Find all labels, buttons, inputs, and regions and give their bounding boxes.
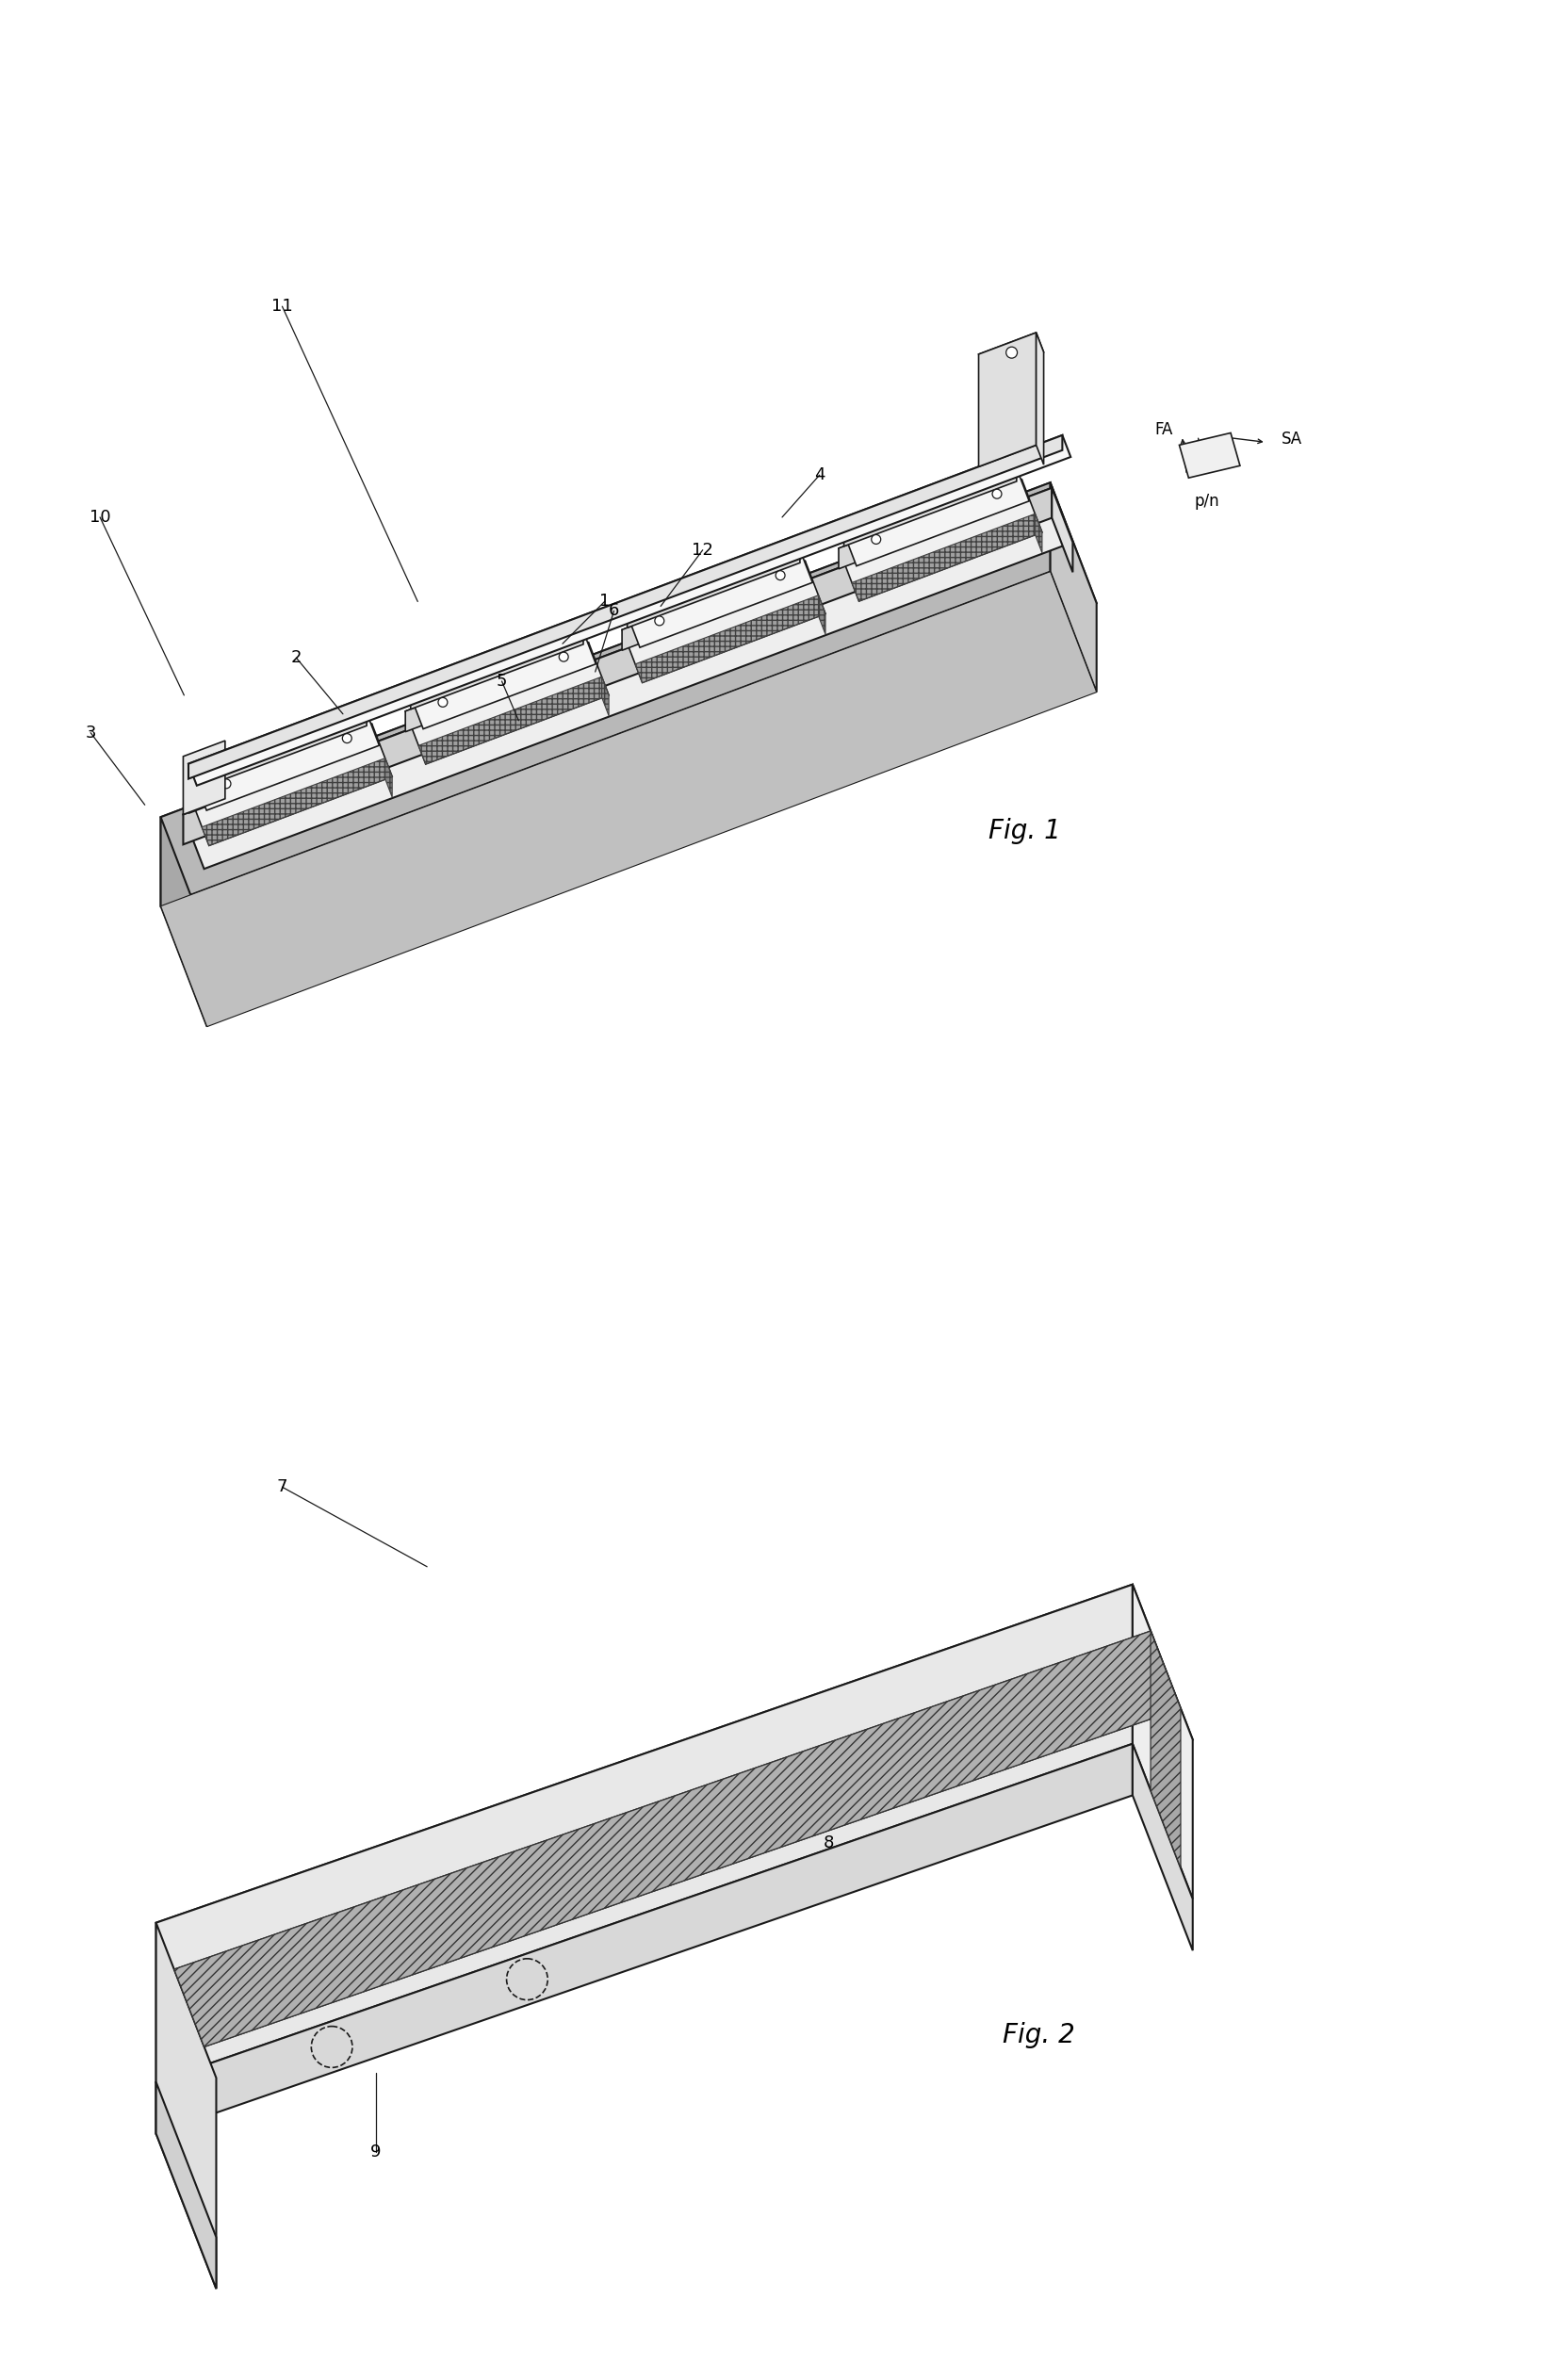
Text: SA: SA — [1281, 431, 1301, 447]
Polygon shape — [386, 759, 392, 797]
Circle shape — [1007, 347, 1018, 357]
Text: 5: 5 — [497, 674, 506, 690]
Polygon shape — [978, 333, 1036, 466]
Text: 8: 8 — [823, 1835, 834, 1852]
Polygon shape — [406, 643, 588, 731]
Polygon shape — [162, 571, 1096, 1026]
Polygon shape — [1132, 1745, 1193, 1952]
Polygon shape — [851, 514, 1043, 602]
Polygon shape — [157, 1585, 1132, 2082]
Polygon shape — [157, 1585, 1193, 2078]
Polygon shape — [844, 469, 1029, 566]
Polygon shape — [188, 724, 392, 845]
Circle shape — [343, 740, 354, 752]
Polygon shape — [406, 643, 608, 764]
Circle shape — [993, 490, 1002, 497]
Polygon shape — [839, 478, 1043, 602]
Text: 9: 9 — [370, 2144, 381, 2161]
Text: 4: 4 — [814, 466, 825, 483]
Text: FA: FA — [1154, 421, 1173, 438]
Text: 12: 12 — [691, 543, 713, 559]
Polygon shape — [818, 595, 825, 635]
Polygon shape — [174, 1630, 1181, 2047]
Circle shape — [433, 707, 444, 719]
Polygon shape — [1052, 488, 1073, 571]
Circle shape — [994, 497, 1005, 507]
Text: Fig. 1: Fig. 1 — [989, 819, 1062, 845]
Polygon shape — [411, 631, 583, 709]
Circle shape — [778, 578, 789, 590]
Circle shape — [649, 626, 660, 638]
Polygon shape — [1132, 1585, 1193, 1899]
Polygon shape — [157, 1745, 1132, 2132]
Polygon shape — [194, 712, 367, 790]
Text: Fig. 2: Fig. 2 — [1004, 2023, 1076, 2049]
Text: 7: 7 — [278, 1478, 287, 1495]
Circle shape — [872, 536, 881, 545]
Polygon shape — [844, 469, 1016, 547]
Circle shape — [776, 571, 786, 581]
Polygon shape — [622, 562, 804, 650]
Polygon shape — [157, 2082, 216, 2290]
Polygon shape — [194, 712, 379, 809]
Polygon shape — [162, 816, 207, 1026]
Circle shape — [437, 697, 447, 707]
Polygon shape — [839, 478, 1022, 569]
Circle shape — [866, 545, 877, 557]
Circle shape — [560, 659, 572, 671]
Text: 6: 6 — [608, 602, 619, 619]
Polygon shape — [202, 759, 392, 845]
Polygon shape — [183, 740, 226, 814]
Polygon shape — [174, 1630, 1181, 2047]
Circle shape — [560, 652, 568, 662]
Circle shape — [221, 778, 230, 788]
Polygon shape — [183, 488, 1073, 869]
Polygon shape — [183, 488, 1052, 845]
Polygon shape — [1151, 1630, 1181, 1868]
Text: 2: 2 — [290, 650, 301, 666]
Polygon shape — [1179, 433, 1240, 478]
Circle shape — [655, 616, 665, 626]
Polygon shape — [627, 550, 800, 628]
Text: 10: 10 — [89, 509, 111, 526]
Polygon shape — [978, 333, 1044, 374]
Polygon shape — [188, 436, 1063, 778]
Polygon shape — [188, 724, 372, 814]
Polygon shape — [635, 595, 825, 683]
Polygon shape — [188, 436, 1071, 785]
Polygon shape — [162, 483, 1051, 907]
Polygon shape — [1036, 333, 1044, 464]
Polygon shape — [627, 550, 812, 647]
Polygon shape — [157, 1923, 216, 2290]
Text: 11: 11 — [271, 298, 293, 314]
Polygon shape — [1035, 514, 1043, 552]
Text: p/n: p/n — [1195, 493, 1220, 509]
Circle shape — [216, 790, 227, 800]
Circle shape — [342, 733, 351, 743]
Text: 1: 1 — [599, 593, 610, 609]
Polygon shape — [411, 631, 596, 728]
Polygon shape — [1051, 483, 1096, 693]
Polygon shape — [162, 483, 1096, 938]
Text: 3: 3 — [85, 724, 96, 740]
Polygon shape — [622, 562, 825, 683]
Polygon shape — [602, 676, 608, 716]
Polygon shape — [419, 676, 608, 764]
